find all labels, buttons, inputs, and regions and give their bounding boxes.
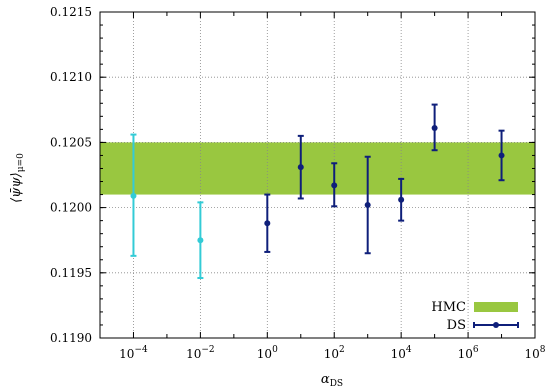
data-marker — [197, 237, 204, 244]
y-axis-label: ⟨ψ̄ψ⟩μ=0 — [9, 153, 26, 203]
data-marker — [331, 182, 338, 189]
legend-label-hmc: HMC — [431, 300, 466, 315]
legend-swatch-hmc — [474, 302, 518, 312]
x-tick-label: 106 — [458, 345, 479, 361]
hmc-band-layer — [100, 142, 535, 195]
data-point — [398, 177, 405, 222]
data-marker — [431, 125, 438, 132]
data-point — [364, 155, 371, 255]
data-marker — [264, 220, 271, 227]
plot-frame — [99, 11, 536, 339]
data-point — [498, 129, 505, 182]
x-tick-label: 102 — [324, 345, 345, 361]
data-point — [331, 162, 338, 208]
data-point — [197, 201, 204, 280]
legend-marker-ds — [493, 322, 499, 328]
x-tick-label: 10−2 — [186, 345, 215, 361]
data-marker — [364, 201, 371, 208]
data-point — [431, 103, 438, 152]
y-tick-label: 0.1210 — [50, 70, 92, 84]
data-point — [264, 193, 271, 253]
y-tick-label: 0.1190 — [50, 331, 92, 345]
y-tick-label: 0.1195 — [50, 266, 92, 280]
data-marker — [297, 164, 304, 171]
y-tick-label: 0.1215 — [50, 5, 92, 19]
y-tick-label: 0.1205 — [50, 135, 92, 149]
x-tick-label: 100 — [257, 345, 278, 361]
data-points — [130, 103, 505, 280]
data-point — [297, 134, 304, 200]
x-axis-label: αDS — [321, 372, 343, 388]
y-tick-label: 0.1200 — [50, 201, 92, 215]
hmc-band — [100, 142, 535, 195]
data-point — [130, 133, 137, 257]
x-tick-label: 10−4 — [119, 345, 148, 361]
legend-label-ds: DS — [447, 318, 466, 333]
x-tick-label: 104 — [391, 345, 412, 361]
data-marker — [398, 196, 405, 203]
ticks: 0.1190 0.1195 0.1200 0.1205 0.1210 0.1215 10−4… — [50, 5, 546, 361]
legend: HMC DS — [431, 300, 519, 333]
data-marker — [498, 152, 505, 159]
data-marker — [130, 192, 137, 199]
x-tick-label: 108 — [524, 345, 545, 361]
